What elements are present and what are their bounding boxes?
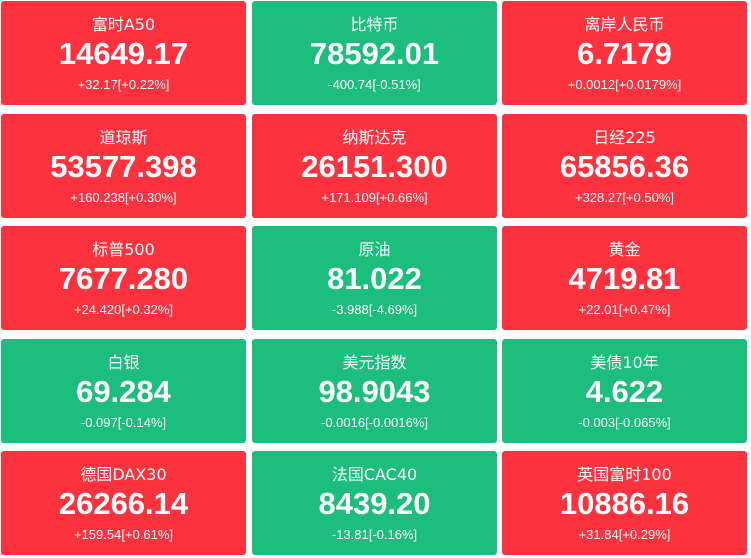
quote-price: 4.622 <box>585 373 664 409</box>
quote-tile[interactable]: 英国富时100 10886.16 +31.84[+0.29%] <box>502 451 747 555</box>
quote-price: 14649.17 <box>58 36 189 71</box>
quote-price: 78592.01 <box>309 36 440 71</box>
quote-tile[interactable]: 美元指数 98.9043 -0.0016[-0.0016%] <box>252 338 497 443</box>
quote-price: 65856.36 <box>559 148 690 184</box>
quote-change: -0.003[-0.065%] <box>578 414 671 430</box>
quote-name: 比特币 <box>350 15 399 34</box>
quote-tile[interactable]: 道琼斯 53577.398 +160.238[+0.30%] <box>1 113 246 218</box>
quote-name: 日经225 <box>593 127 656 147</box>
quote-change: +32.17[+0.22%] <box>77 77 170 92</box>
quote-tile[interactable]: 比特币 78592.01 -400.74[-0.51%] <box>252 1 497 105</box>
quote-tile[interactable]: 美债10年 4.622 -0.003[-0.065%] <box>502 338 747 443</box>
quote-price: 8439.20 <box>318 486 431 521</box>
quote-name: 标普500 <box>92 240 155 259</box>
quote-name: 德国DAX30 <box>80 465 167 484</box>
quote-price: 53577.398 <box>50 148 197 184</box>
quote-change: -0.097[-0.14%] <box>80 414 167 430</box>
quote-change: -0.0016[-0.0016%] <box>321 414 428 430</box>
quote-tile[interactable]: 离岸人民币 6.7179 +0.0012[+0.0179%] <box>502 1 747 105</box>
quote-name: 黄金 <box>608 240 641 259</box>
quote-name: 法国CAC40 <box>331 465 418 484</box>
quote-change: +24.420[+0.32%] <box>73 302 174 317</box>
quote-change: +0.0012[+0.0179%] <box>567 77 682 92</box>
quote-price: 10886.16 <box>559 486 690 521</box>
quote-tile[interactable]: 德国DAX30 26266.14 +159.54[+0.61%] <box>1 451 246 555</box>
quote-tile[interactable]: 富时A50 14649.17 +32.17[+0.22%] <box>1 1 246 105</box>
quote-change: +160.238[+0.30%] <box>70 189 177 205</box>
quote-price: 26266.14 <box>58 486 189 521</box>
quote-change: -400.74[-0.51%] <box>328 77 421 92</box>
quote-name: 富时A50 <box>91 15 156 34</box>
quote-price: 4719.81 <box>568 261 681 296</box>
quote-price: 98.9043 <box>318 373 431 409</box>
quote-price: 69.284 <box>76 373 171 409</box>
quote-price: 6.7179 <box>577 36 672 71</box>
quote-name: 纳斯达克 <box>342 127 407 147</box>
quote-change: +328.27[+0.50%] <box>574 189 675 205</box>
quote-price: 7677.280 <box>58 261 189 296</box>
quote-tile[interactable]: 原油 81.022 -3.988[-4.69%] <box>252 226 497 330</box>
quote-tile[interactable]: 日经225 65856.36 +328.27[+0.50%] <box>502 113 747 218</box>
quote-name: 离岸人民币 <box>584 15 665 34</box>
quote-change: -3.988[-4.69%] <box>331 302 418 317</box>
quote-tile[interactable]: 黄金 4719.81 +22.01[+0.47%] <box>502 226 747 330</box>
quote-change: +159.54[+0.61%] <box>73 527 174 542</box>
quote-change: -13.81[-0.16%] <box>331 527 418 542</box>
quote-name: 英国富时100 <box>577 465 672 484</box>
quote-change: +171.109[+0.66%] <box>321 189 428 205</box>
quote-name: 道琼斯 <box>99 127 148 147</box>
quote-change: +22.01[+0.47%] <box>578 302 671 317</box>
quote-price: 81.022 <box>327 261 422 296</box>
quote-name: 美债10年 <box>590 352 659 372</box>
quote-name: 美元指数 <box>342 352 407 372</box>
quote-tile[interactable]: 白银 69.284 -0.097[-0.14%] <box>1 338 246 443</box>
quote-name: 白银 <box>107 352 140 372</box>
quote-price: 26151.300 <box>301 148 448 184</box>
quote-tile[interactable]: 法国CAC40 8439.20 -13.81[-0.16%] <box>252 451 497 555</box>
quote-name: 原油 <box>358 240 391 259</box>
quote-tile[interactable]: 纳斯达克 26151.300 +171.109[+0.66%] <box>252 113 497 218</box>
quote-change: +31.84[+0.29%] <box>578 527 671 542</box>
quote-tile[interactable]: 标普500 7677.280 +24.420[+0.32%] <box>1 226 246 330</box>
